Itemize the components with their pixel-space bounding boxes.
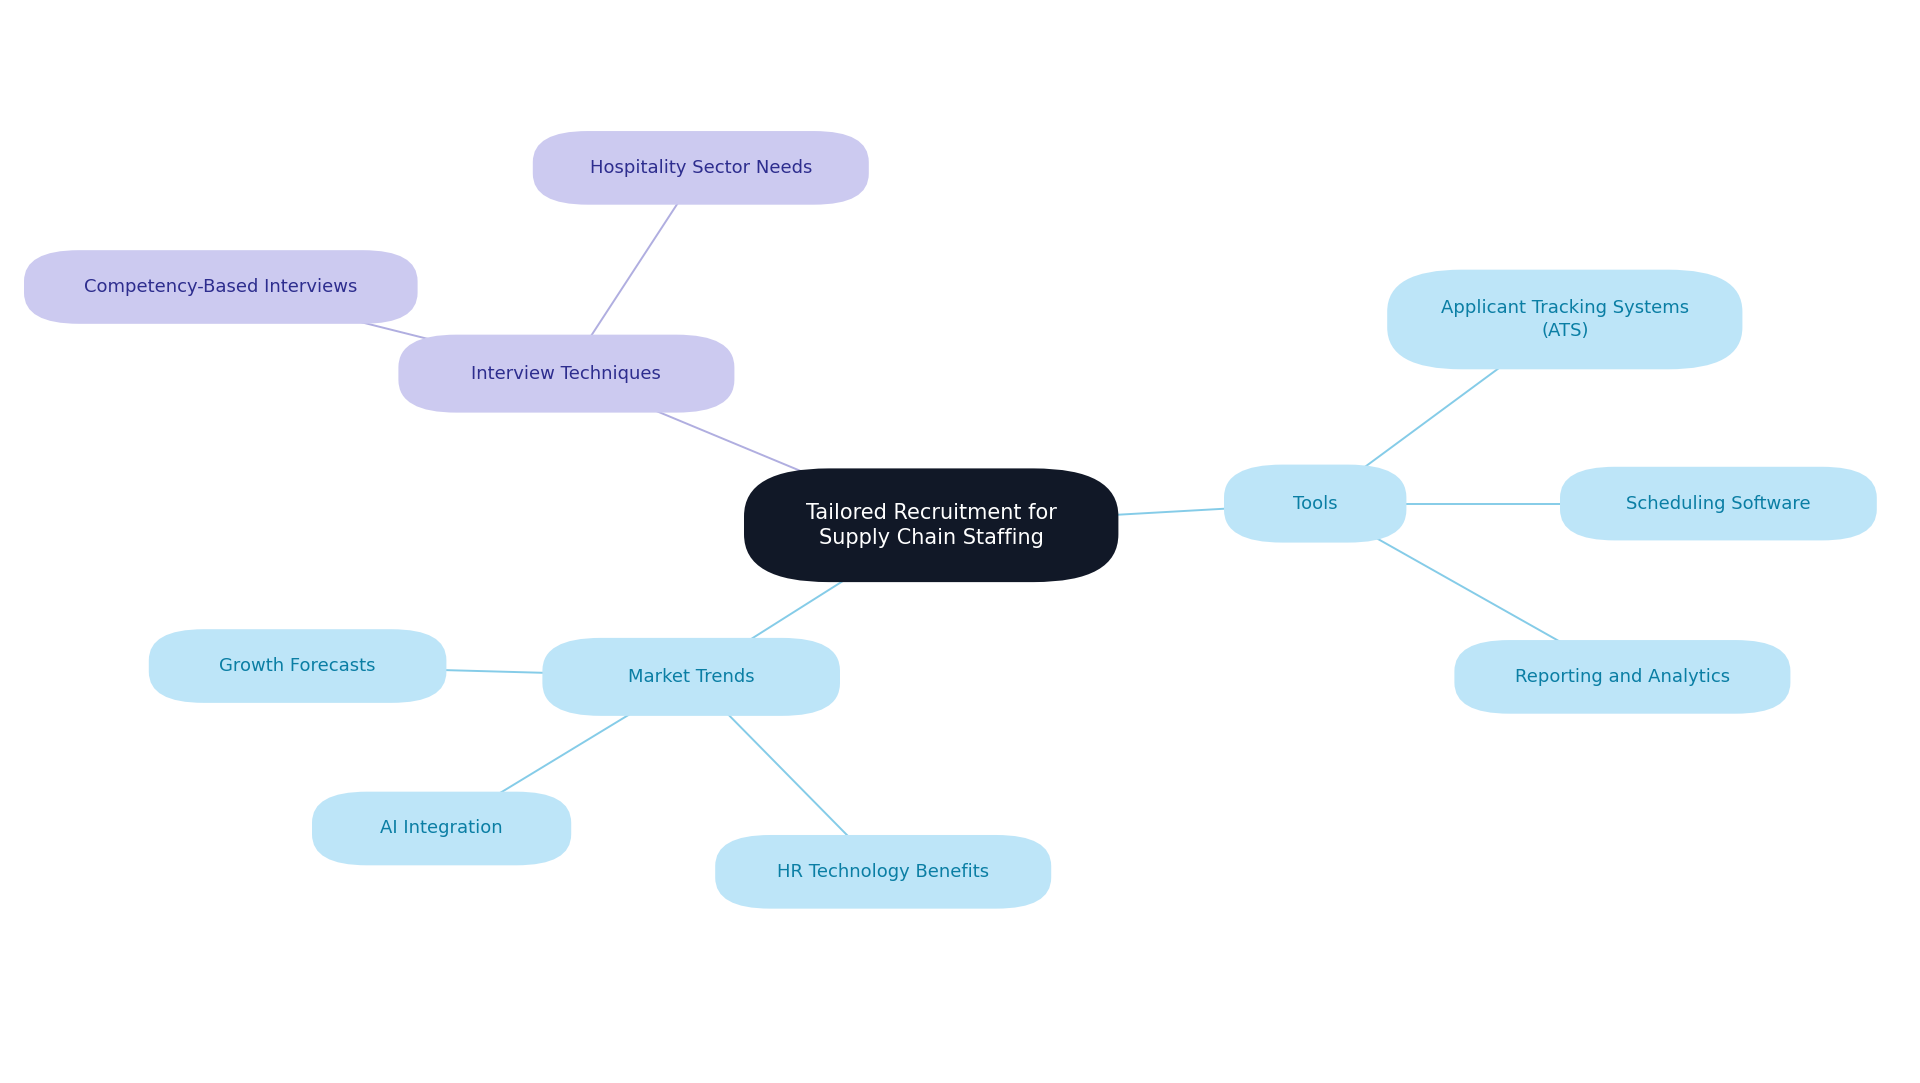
Text: Reporting and Analytics: Reporting and Analytics [1515,668,1730,686]
FancyBboxPatch shape [25,250,419,324]
FancyBboxPatch shape [714,835,1052,909]
FancyBboxPatch shape [1455,640,1789,714]
FancyBboxPatch shape [541,638,841,716]
Text: Tailored Recruitment for
Supply Chain Staffing: Tailored Recruitment for Supply Chain St… [806,503,1056,548]
FancyBboxPatch shape [1225,465,1405,543]
Text: Tools: Tools [1292,495,1338,512]
FancyBboxPatch shape [311,792,572,865]
Text: Competency-Based Interviews: Competency-Based Interviews [84,278,357,296]
FancyBboxPatch shape [150,629,445,703]
Text: Interview Techniques: Interview Techniques [472,365,660,382]
Text: HR Technology Benefits: HR Technology Benefits [778,863,989,880]
Text: Growth Forecasts: Growth Forecasts [219,657,376,675]
FancyBboxPatch shape [532,131,868,205]
Text: Hospitality Sector Needs: Hospitality Sector Needs [589,159,812,177]
FancyBboxPatch shape [1386,270,1741,369]
FancyBboxPatch shape [743,468,1117,582]
Text: Scheduling Software: Scheduling Software [1626,495,1811,512]
FancyBboxPatch shape [1559,467,1878,540]
Text: AI Integration: AI Integration [380,820,503,837]
FancyBboxPatch shape [399,335,733,413]
Text: Applicant Tracking Systems
(ATS): Applicant Tracking Systems (ATS) [1440,299,1690,340]
Text: Market Trends: Market Trends [628,668,755,686]
